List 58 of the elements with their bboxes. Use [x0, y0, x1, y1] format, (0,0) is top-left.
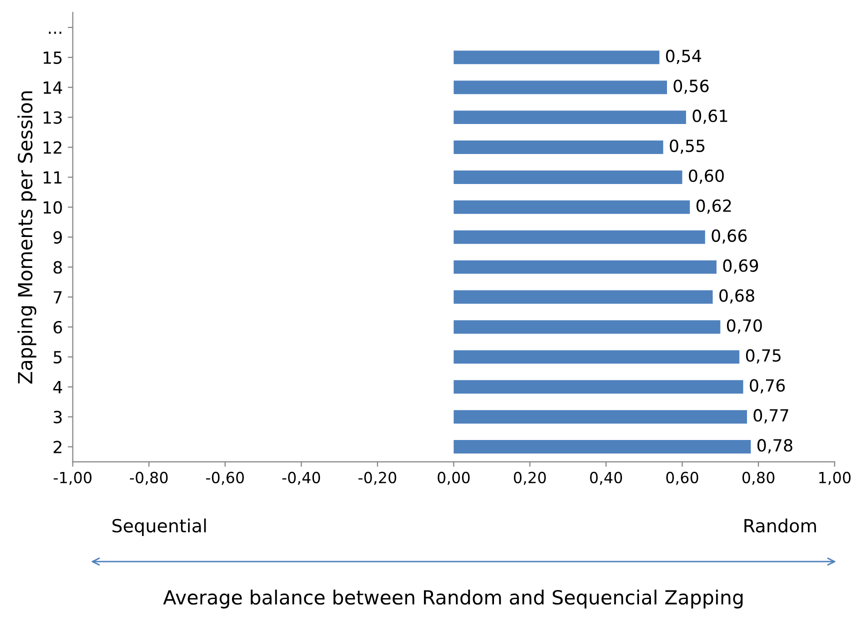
data-label: 0,62 — [696, 199, 731, 214]
y-tick-label: 9 — [53, 231, 62, 244]
bar — [454, 50, 660, 64]
x-tick-label: -0,60 — [206, 472, 244, 485]
data-label: 0,66 — [712, 229, 747, 244]
bar — [454, 140, 664, 154]
y-axis-title: Zapping Moments per Session — [17, 91, 36, 384]
x-tick-label: 0,40 — [590, 472, 622, 485]
x-tick-label: -1,00 — [54, 472, 92, 485]
bar — [454, 80, 667, 94]
bar — [454, 260, 717, 274]
x-tick-label: 0,00 — [438, 472, 470, 485]
y-tick-label: 6 — [54, 320, 62, 334]
data-label: 0,69 — [723, 259, 758, 274]
bar — [454, 170, 682, 184]
x-tick-label: -0,20 — [358, 472, 396, 485]
text: Sequential — [112, 518, 206, 536]
data-label: 0,61 — [692, 110, 728, 124]
x-tick-label: -0,80 — [130, 472, 168, 485]
bar — [454, 380, 744, 394]
y-tick-label: 13 — [44, 111, 62, 124]
y-tick-label: 11 — [44, 171, 62, 184]
bar — [454, 440, 751, 454]
data-label: 0,77 — [754, 409, 788, 424]
bar — [454, 200, 690, 214]
data-label: 0,70 — [726, 319, 762, 334]
y-tick-label: 2 — [54, 440, 62, 454]
y-tick-label: 5 — [54, 351, 62, 364]
bar — [454, 410, 747, 424]
bar — [454, 110, 686, 124]
data-label: 0,76 — [750, 379, 785, 394]
x-tick-label: -0,40 — [282, 472, 320, 485]
data-label: 0,55 — [670, 139, 704, 154]
x-tick-label: 0,80 — [742, 472, 774, 485]
bar — [454, 350, 740, 364]
text: Random — [744, 518, 816, 533]
y-tick-label: 15 — [44, 52, 62, 64]
data-label: 0,54 — [666, 50, 702, 64]
y-tick-label: 7 — [54, 291, 62, 304]
y-tick-label: 14 — [44, 82, 62, 94]
data-label: 0,78 — [757, 439, 792, 454]
data-label: 0,68 — [719, 289, 754, 304]
x-tick-label: 1,00 — [819, 472, 851, 485]
y-tick-label: ... — [48, 32, 62, 34]
y-tick-label: 12 — [44, 141, 62, 154]
y-tick-label: 10 — [44, 201, 62, 214]
x-tick-label: 0,60 — [666, 472, 698, 485]
bar — [454, 290, 713, 304]
y-tick-label: 4 — [53, 381, 62, 394]
y-tick-label: 3 — [54, 410, 62, 424]
bar — [454, 320, 720, 334]
text: Average balance between Random and Sequencial Zapping — [163, 590, 743, 608]
x-tick-label: 0,20 — [514, 472, 546, 485]
data-label: 0,56 — [674, 80, 709, 94]
data-label: 0,60 — [688, 169, 724, 184]
data-label: 0,75 — [746, 349, 781, 364]
y-tick-label: 8 — [54, 261, 62, 274]
bar — [454, 230, 706, 244]
